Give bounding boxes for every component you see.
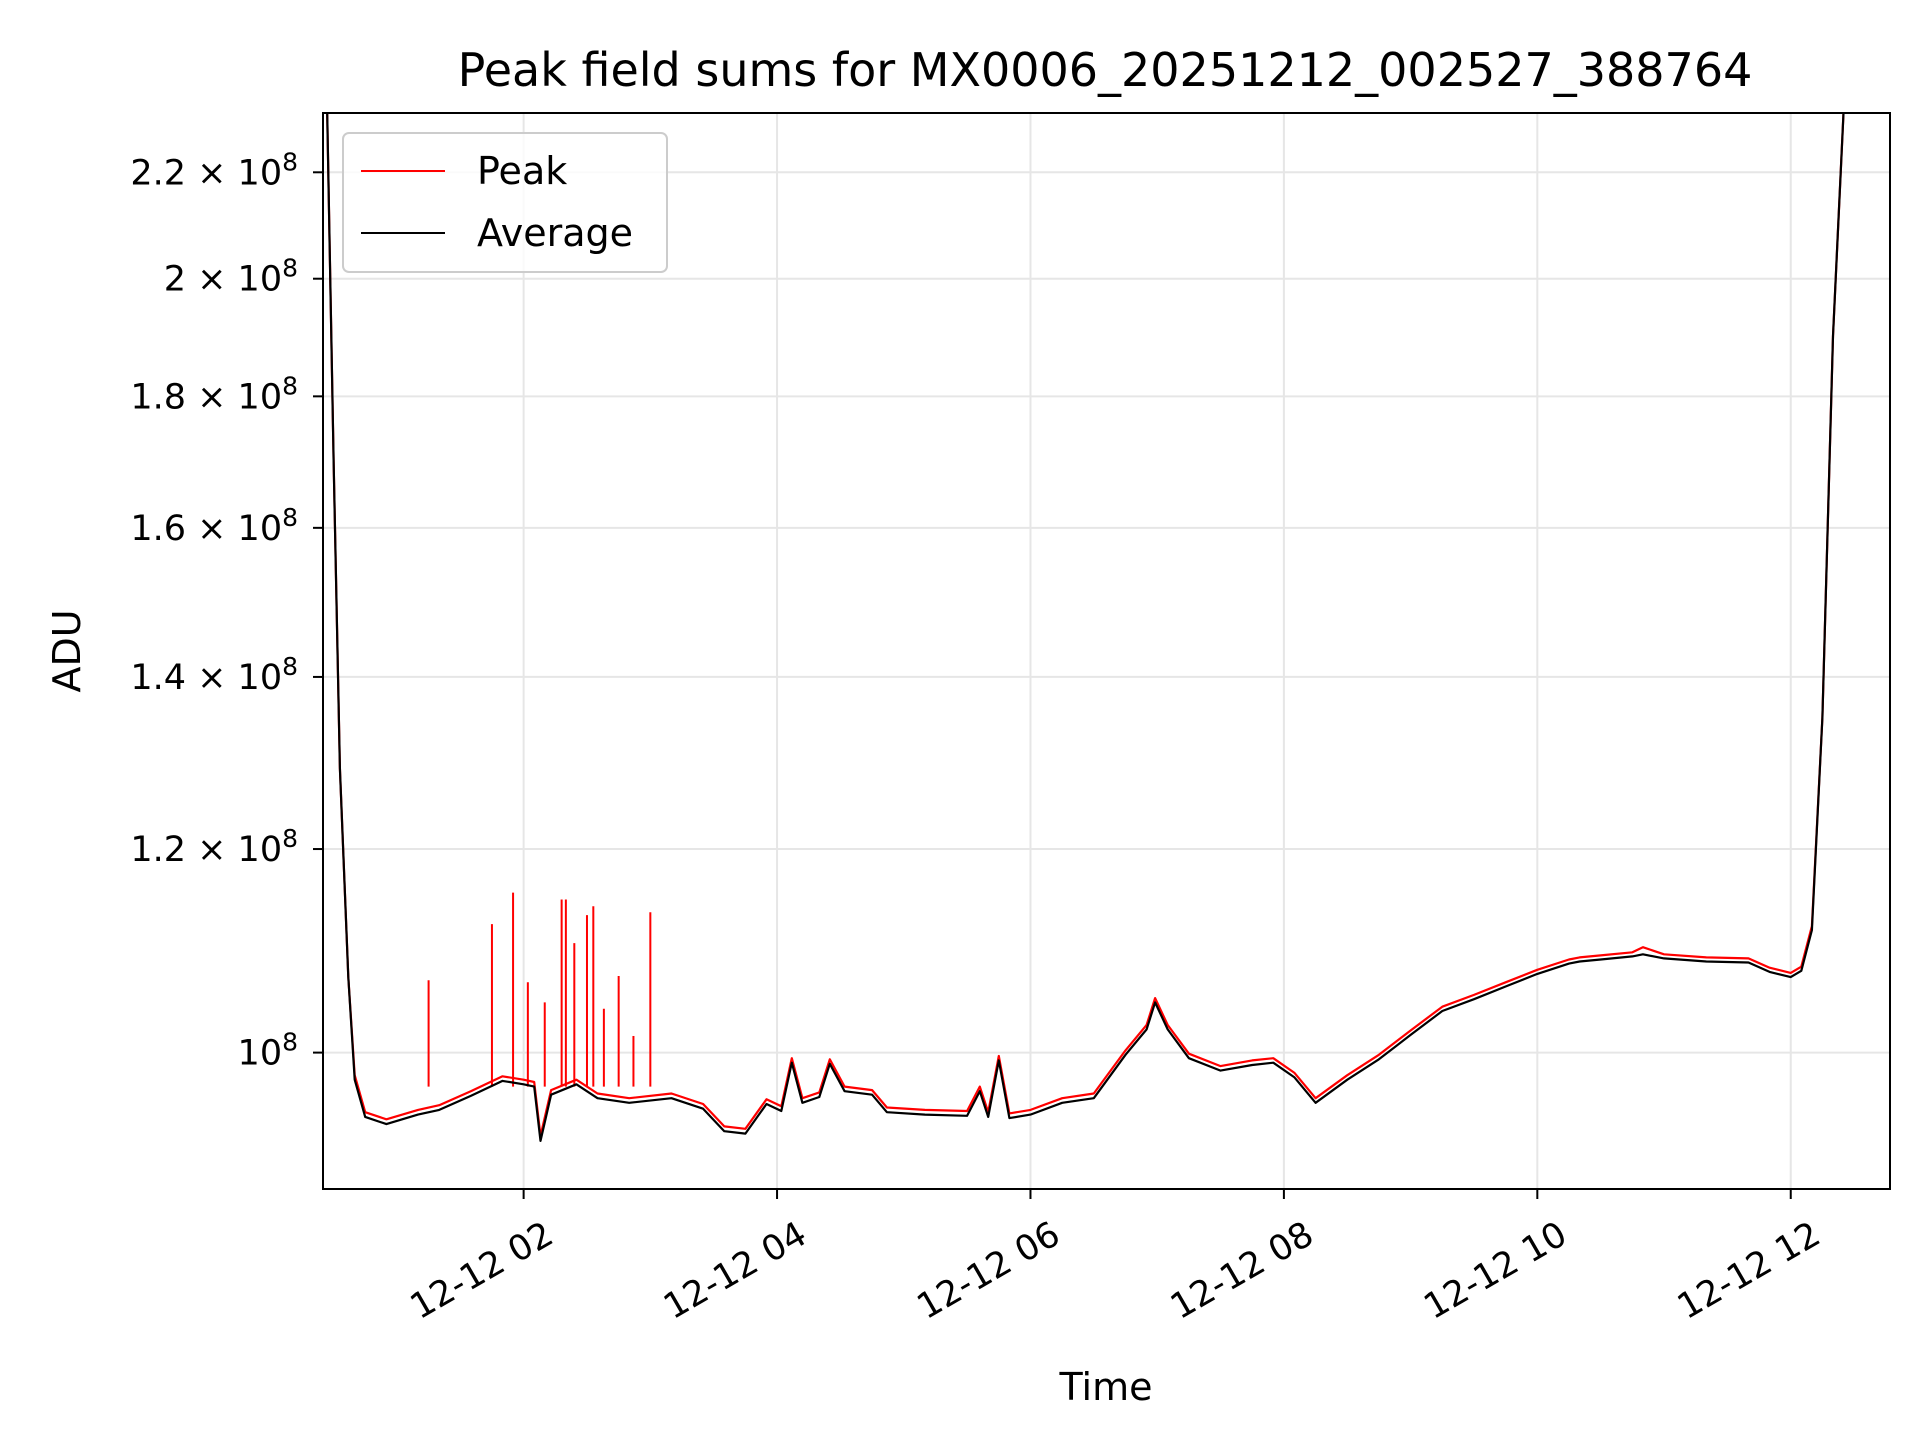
y-tick-mantissa: 2 × 10 xyxy=(164,260,282,300)
y-tick-exponent: 8 xyxy=(282,503,298,532)
y-tick-label: 1.8 × 108 xyxy=(130,371,298,417)
plot-frame xyxy=(322,112,1891,1190)
y-tick-exponent: 8 xyxy=(282,824,298,853)
y-tick-mantissa: 1.6 × 10 xyxy=(130,509,282,549)
y-tick-mantissa: 10 xyxy=(238,1034,283,1074)
legend-label-peak: Peak xyxy=(477,149,567,193)
plot-series xyxy=(326,113,1845,1142)
grid-lines xyxy=(323,113,1890,1189)
x-axis-label: Time xyxy=(1059,1365,1153,1409)
series-line-average xyxy=(326,113,1845,1142)
y-axis-label: ADU xyxy=(45,609,89,692)
y-tick-mantissa: 2.2 × 10 xyxy=(130,153,282,193)
y-tick-exponent: 8 xyxy=(282,371,298,400)
y-tick-label: 2.2 × 108 xyxy=(130,147,298,193)
legend-box xyxy=(342,132,668,273)
y-tick-label: 1.2 × 108 xyxy=(130,824,298,870)
y-tick-label: 2 × 108 xyxy=(164,254,298,300)
y-tick-mantissa: 1.8 × 10 xyxy=(130,377,282,417)
y-tick-mantissa: 1.2 × 10 xyxy=(130,830,282,870)
legend: Peak Average xyxy=(342,132,668,273)
y-tick-exponent: 8 xyxy=(282,1028,298,1057)
chart-title: Peak field sums for MX0006_20251212_0025… xyxy=(458,43,1753,97)
y-tick-label: 1.4 × 108 xyxy=(130,652,298,698)
y-tick-exponent: 8 xyxy=(282,147,298,176)
y-tick-exponent: 8 xyxy=(282,254,298,283)
y-tick-exponent: 8 xyxy=(282,652,298,681)
y-tick-label: 108 xyxy=(238,1028,298,1074)
y-tick-label: 1.6 × 108 xyxy=(130,503,298,549)
legend-label-average: Average xyxy=(477,211,633,255)
y-tick-mantissa: 1.4 × 10 xyxy=(130,658,282,698)
